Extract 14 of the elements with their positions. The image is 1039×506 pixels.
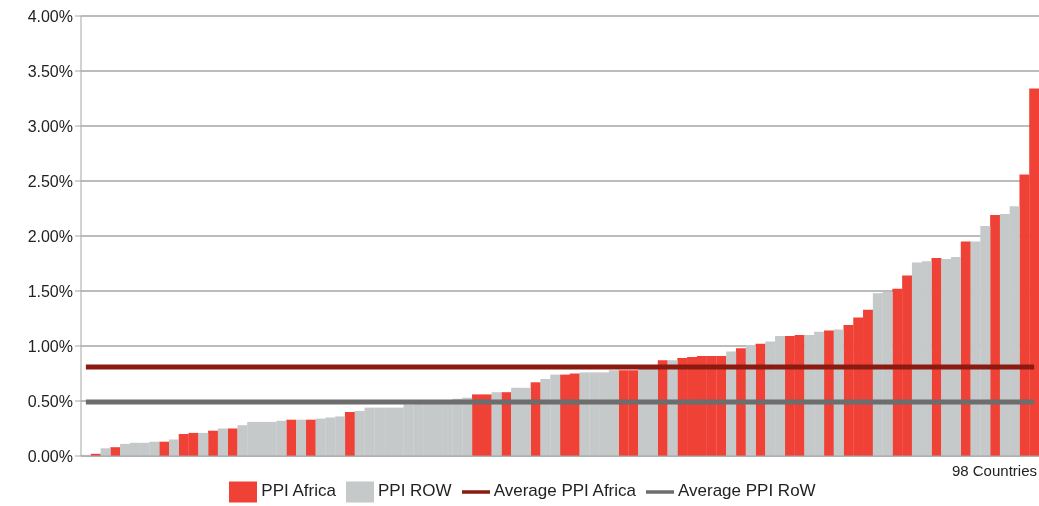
y-tick-label: 3.50%	[27, 62, 73, 80]
x-axis-title: 98 Countries	[951, 462, 1037, 479]
y-tick-label: 0.50%	[27, 392, 73, 410]
y-tick-label: 0.00%	[27, 447, 73, 465]
y-tick-label: 2.00%	[27, 227, 73, 245]
y-tick-label: 4.00%	[27, 7, 73, 25]
legend-label: Average PPI Africa	[493, 481, 637, 501]
y-tick-label: 1.00%	[27, 337, 73, 355]
y-tick-label: 2.50%	[27, 172, 73, 190]
legend-label: Average PPI RoW	[678, 481, 816, 501]
y-tick-label: 3.00%	[27, 117, 73, 135]
legend-label: PPI Africa	[261, 481, 336, 501]
legend-label: PPI ROW	[377, 481, 452, 501]
y-tick-label: 1.50%	[27, 282, 73, 300]
